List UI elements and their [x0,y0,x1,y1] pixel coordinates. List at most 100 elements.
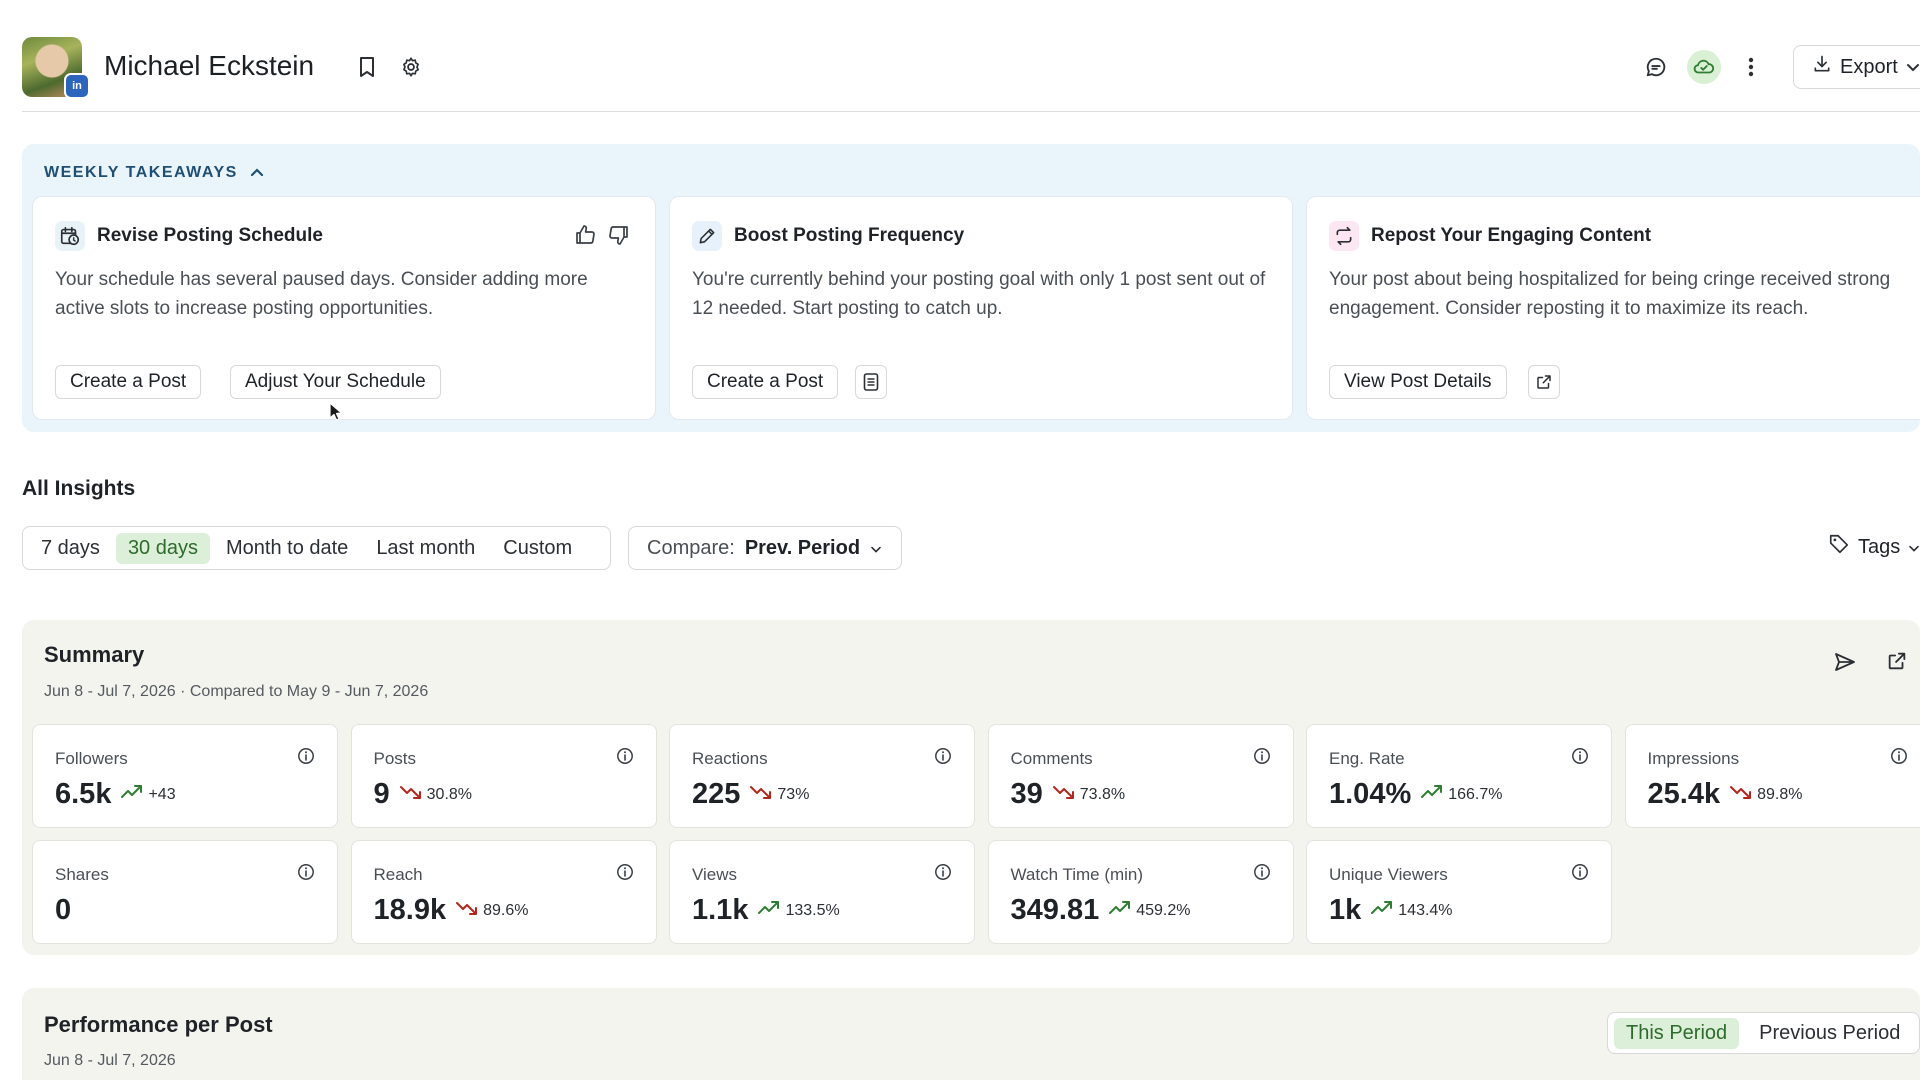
metric-label: Views [692,865,738,884]
metric-change: 166.7% [1421,785,1503,804]
info-icon[interactable] [934,747,952,765]
info-icon[interactable] [1253,863,1271,881]
metric-change-value: 143.4% [1398,901,1453,919]
range-custom[interactable]: Custom [503,536,573,559]
info-icon[interactable] [1571,747,1589,765]
metric-value-row: 25.4k 89.8% [1648,778,1803,811]
metric-change-value: 73.8% [1079,785,1126,803]
metric-value: 39 [1010,778,1043,810]
metric-card[interactable]: Unique Viewers 1k 143.4% [1306,840,1612,944]
info-icon[interactable] [297,747,315,765]
trend-up-icon [121,785,143,804]
metric-change: 73% [750,785,809,804]
this-period-tab[interactable]: This Period [1614,1017,1740,1049]
metric-card[interactable]: Comments 39 73.8% [987,724,1294,828]
adjust-schedule-button[interactable]: Adjust Your Schedule [230,365,441,399]
info-icon[interactable] [934,863,952,881]
trend-down-icon [750,785,772,804]
metric-card[interactable]: Watch Time (min) 349.81 459.2% [987,840,1294,944]
info-icon[interactable] [616,747,634,765]
info-icon[interactable] [1571,863,1589,881]
weekly-takeaways-title: WEEKLY TAKEAWAYS [44,164,238,181]
performance-title: Performance per Post [44,1012,273,1037]
create-post-button[interactable]: Create a Post [55,365,202,399]
chat-icon[interactable] [1639,50,1673,84]
metric-card[interactable]: Eng. Rate 1.04% 166.7% [1306,724,1612,828]
metric-value: 349.81 [1010,894,1100,926]
cloud-sync-icon[interactable] [1687,50,1721,84]
external-link-icon[interactable] [1528,365,1560,399]
metric-card[interactable]: Posts 9 30.8% [350,724,657,828]
compare-dropdown[interactable]: Compare: Prev. Period [628,526,902,570]
metric-card[interactable]: Shares 0 [32,840,338,944]
metric-value-row: 1.1k 133.5% [692,894,840,927]
chevron-down-icon [870,537,882,560]
date-range-selector: 7 days 30 days Month to date Last month … [22,526,611,570]
info-icon[interactable] [616,863,634,881]
metric-card[interactable]: Reactions 225 73% [669,724,975,828]
metric-value: 6.5k [55,778,112,810]
thumbs-down-icon[interactable] [607,223,631,252]
thumbs-up-icon[interactable] [573,223,597,252]
range-30-days[interactable]: 30 days [115,532,210,564]
metric-value-row: 1.04% 166.7% [1329,778,1503,811]
takeaway-card: Repost Your Engaging Content Your post a… [1306,196,1920,420]
metric-change: +43 [121,785,176,804]
metric-card[interactable]: Followers 6.5k +43 [32,724,338,828]
summary-date-range: Jun 8 - Jul 7, 2026 · Compared to May 9 … [44,683,429,700]
takeaway-card-body: Your post about being hospitalized for b… [1329,269,1891,319]
metric-change: 143.4% [1371,901,1453,920]
period-toggle: This Period Previous Period [1607,1012,1920,1054]
metric-value-row: 18.9k 89.6% [374,894,529,927]
export-label: Export [1840,55,1898,78]
metric-label: Watch Time (min) [1010,865,1144,884]
metric-label: Impressions [1647,749,1740,768]
export-button[interactable]: Export [1793,45,1920,89]
tags-dropdown[interactable]: Tags [1828,533,1920,561]
metric-change-value: 89.6% [483,901,529,919]
create-post-button[interactable]: Create a Post [692,365,839,399]
metric-change-value: 73% [777,785,810,803]
metric-value: 18.9k [373,894,447,926]
external-link-icon[interactable] [1886,650,1908,677]
trend-down-icon [1052,785,1075,804]
metric-change: 73.8% [1052,785,1126,804]
metric-label: Reactions [692,749,768,768]
metric-change: 459.2% [1109,901,1190,920]
metric-value: 25.4k [1647,778,1721,810]
metric-value-row: 349.81 459.2% [1011,894,1191,927]
takeaway-card: Boost Posting Frequency You're currently… [669,196,1293,420]
range-last-month[interactable]: Last month [376,536,476,559]
trend-up-icon [1109,901,1131,920]
info-icon[interactable] [1890,747,1908,765]
previous-period-tab[interactable]: Previous Period [1759,1021,1901,1044]
gear-icon[interactable] [394,50,428,84]
range-month-to-date[interactable]: Month to date [226,536,349,559]
metric-value-row: 39 73.8% [1011,778,1126,811]
metric-card[interactable]: Reach 18.9k 89.6% [350,840,657,944]
chevron-down-icon [1906,56,1920,79]
metric-card[interactable]: Impressions 25.4k 89.8% [1624,724,1920,828]
weekly-takeaways-toggle[interactable]: WEEKLY TAKEAWAYS [44,164,264,182]
metric-card[interactable]: Views 1.1k 133.5% [669,840,975,944]
metric-value: 1.1k [692,894,749,926]
view-post-details-button[interactable]: View Post Details [1329,365,1507,399]
weekly-takeaways-panel: WEEKLY TAKEAWAYS Revise Posting Schedule… [22,144,1920,432]
bookmark-icon[interactable] [350,50,384,84]
range-7-days[interactable]: 7 days [41,536,100,559]
trend-up-icon [1421,785,1443,804]
more-vertical-icon[interactable] [1734,50,1768,84]
metric-change-value: 30.8% [426,785,473,803]
info-icon[interactable] [297,863,315,881]
metric-label: Eng. Rate [1329,749,1405,768]
metric-change: 30.8% [399,785,473,804]
profile-name: Michael Eckstein [104,50,315,81]
document-icon[interactable] [855,365,887,399]
metric-value-row: 6.5k +43 [55,778,176,811]
metric-value: 225 [692,778,741,810]
send-icon[interactable] [1833,650,1857,679]
metric-value: 1.04% [1329,778,1412,810]
calendar-clock-icon [55,221,85,251]
info-icon[interactable] [1253,747,1271,765]
takeaway-card-title: Revise Posting Schedule [97,225,323,246]
